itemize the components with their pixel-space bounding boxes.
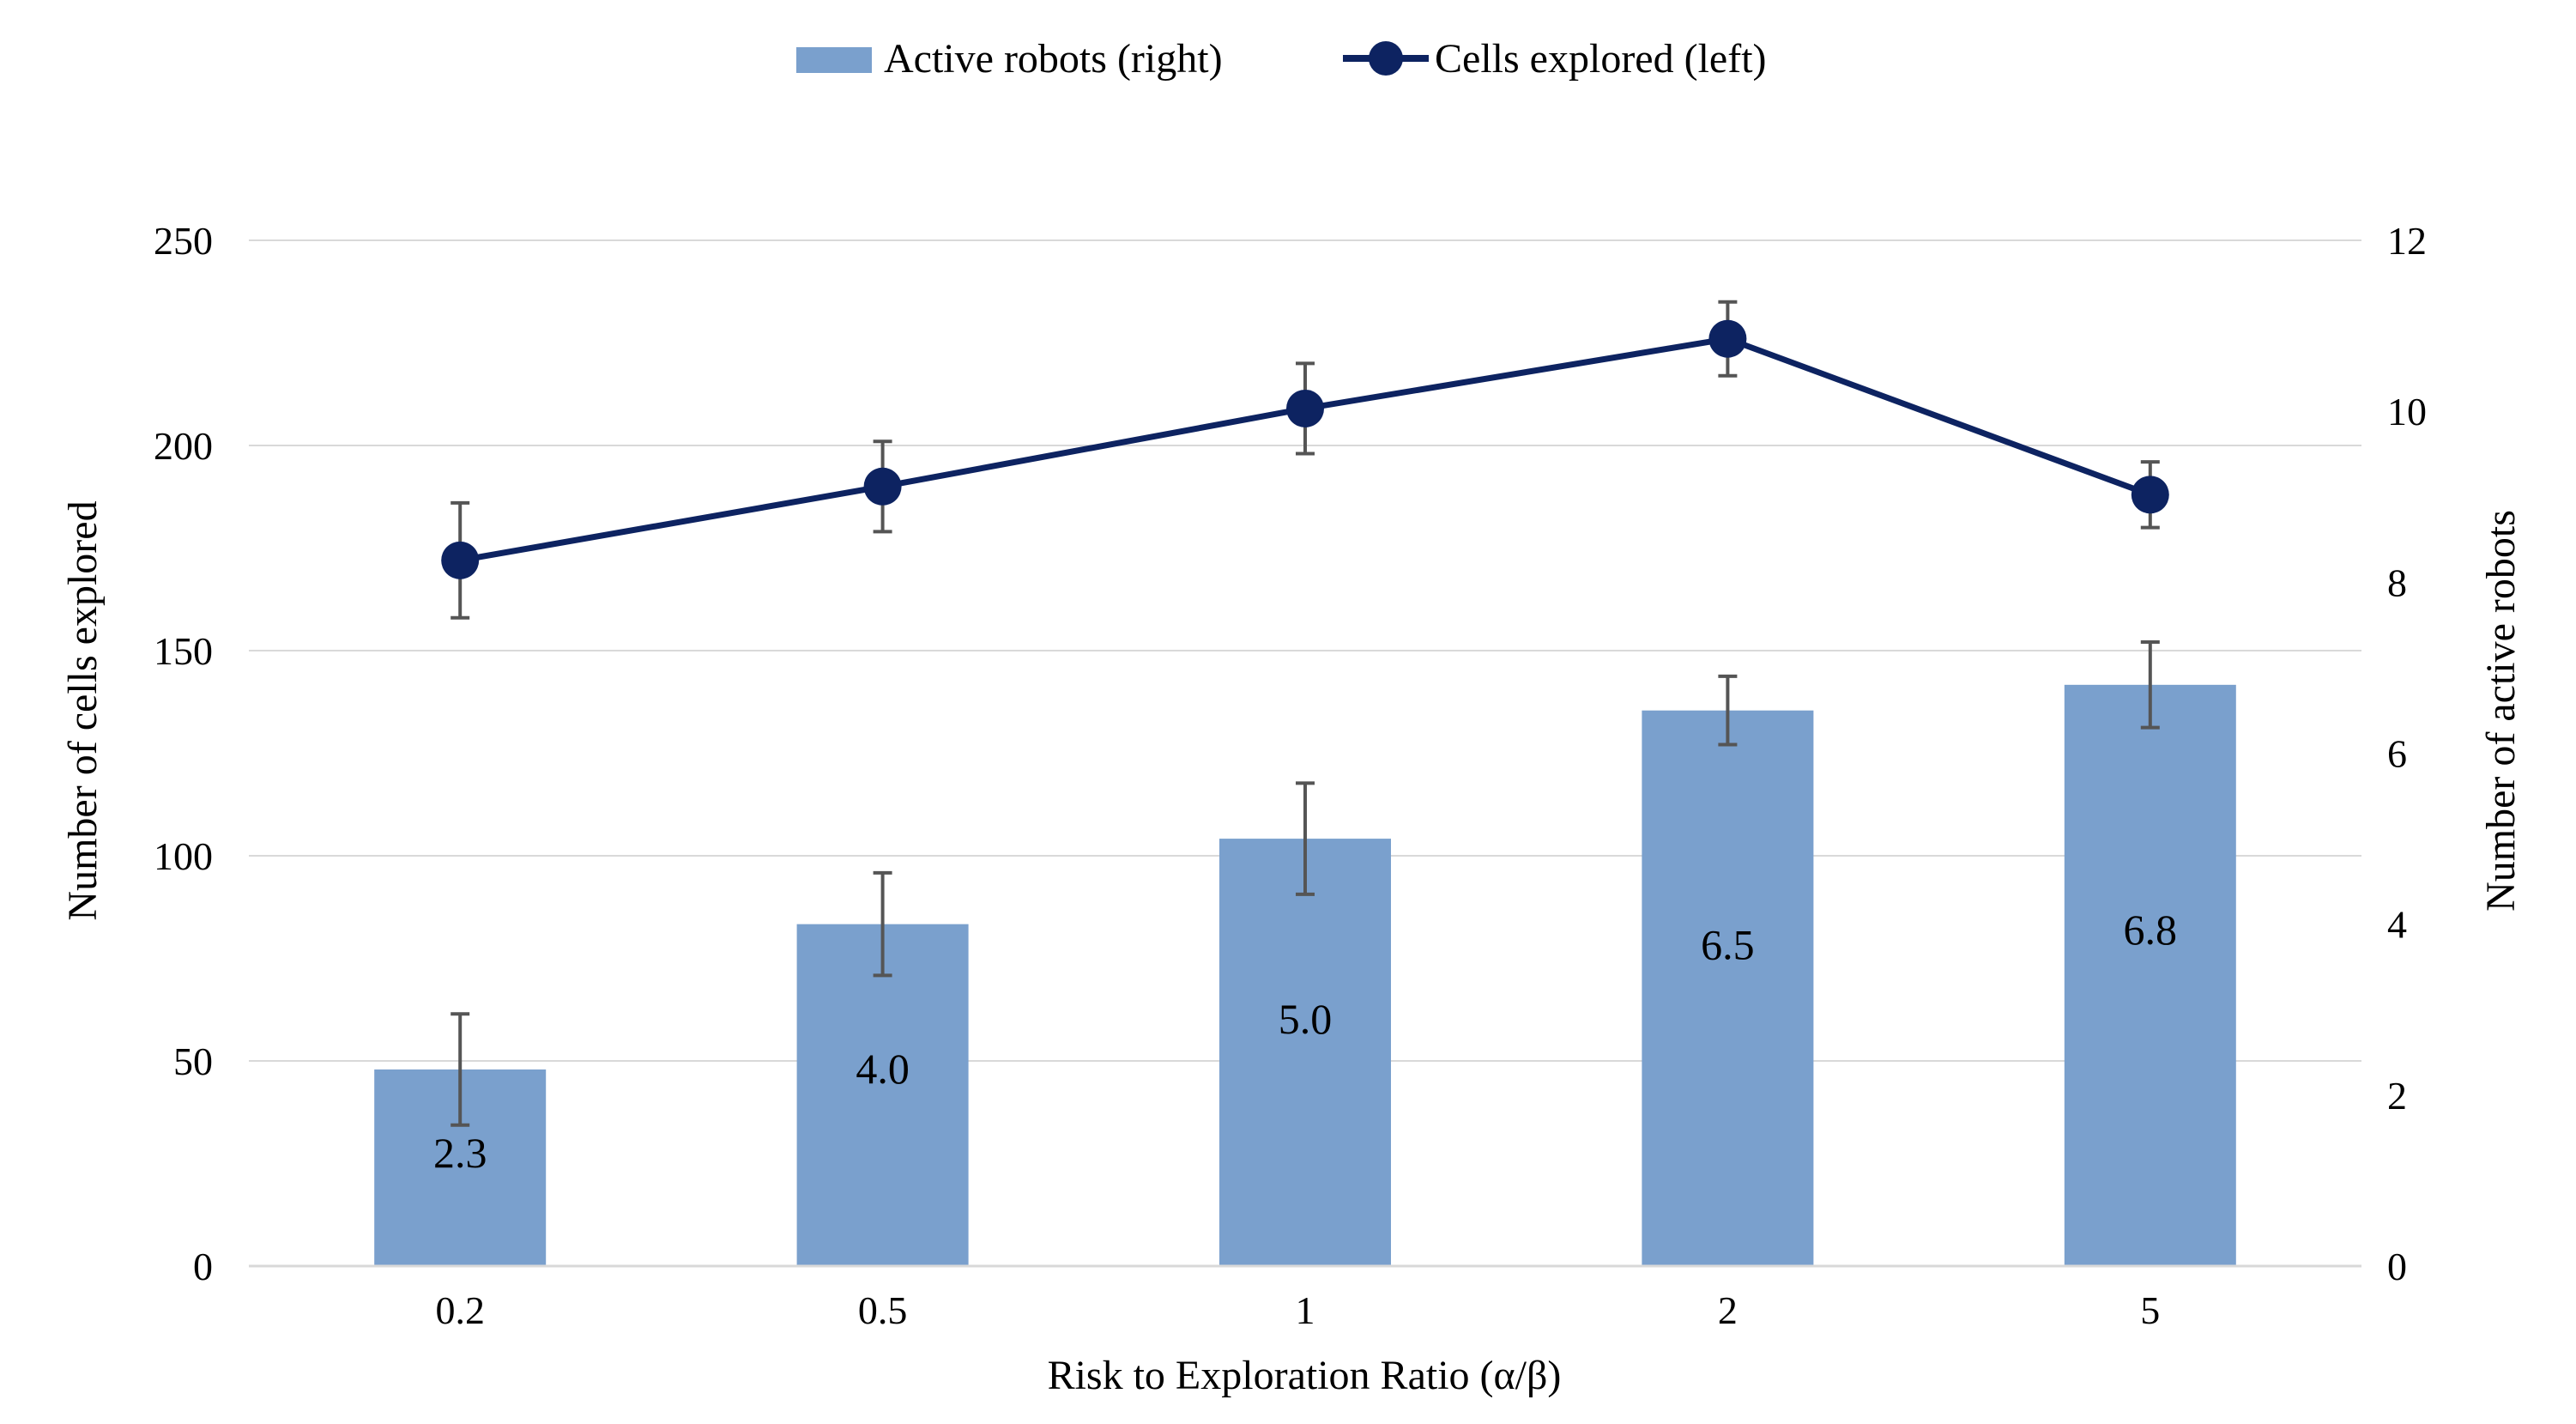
bar-series-active-robots [374,684,2236,1266]
line-point [2131,476,2169,514]
y-right-tick-label: 2 [2387,1074,2407,1118]
x-tick-label: 0.2 [435,1288,485,1332]
legend-label-active-robots: Active robots (right) [884,36,1223,82]
y-left-tick-label: 250 [154,219,213,263]
x-tick-label: 1 [1296,1288,1315,1332]
y-left-tick-label: 200 [154,424,213,468]
line-point [1286,389,1324,427]
bar [796,924,969,1266]
y-left-tick-label: 100 [154,834,213,878]
y-right-tick-label: 6 [2387,732,2407,776]
bar-data-label: 2.3 [433,1129,487,1177]
line-point [441,541,480,579]
line-point [1708,319,1747,358]
bar [1642,710,1814,1266]
bar-data-label: 6.8 [2124,906,2178,954]
bar [2064,684,2236,1266]
y-axis-right-title: Number of active robots [2478,510,2524,912]
legend-label-cells-explored: Cells explored (left) [1435,36,1767,82]
y-left-tick-label: 50 [173,1039,213,1083]
x-tick-label: 2 [1718,1288,1738,1332]
y-right-tick-label: 12 [2387,219,2427,263]
bar-data-label: 4.0 [856,1045,910,1093]
legend-swatch-marker-cells-explored [1369,41,1403,76]
y-right-tick-label: 4 [2387,903,2407,947]
x-tick-label: 5 [2140,1288,2160,1332]
bar-data-label: 5.0 [1279,995,1333,1043]
line-error-bars [450,300,2160,620]
y-right-tick-label: 10 [2387,390,2427,433]
x-tick-label: 0.5 [858,1288,908,1332]
line-point [863,467,902,506]
legend: Active robots (right) Cells explored (le… [796,36,1767,82]
bar [1219,839,1391,1266]
y-axis-left-title: Number of cells explored [60,500,106,920]
y-left-tick-label: 150 [154,629,213,673]
bar-error-bars [450,640,2160,1127]
bar-data-label: 6.5 [1701,921,1755,969]
y-left-tick-label: 0 [193,1245,213,1288]
legend-swatch-active-robots [796,47,872,73]
y-right-tick-label: 0 [2387,1245,2407,1288]
x-axis-title: Risk to Exploration Ratio (α/β) [1048,1353,1562,1398]
line-series-cells-explored [441,319,2169,579]
bar-data-labels: 2.3 4.0 5.0 6.5 6.8 [433,906,2177,1177]
y-right-tick-label: 8 [2387,561,2407,604]
